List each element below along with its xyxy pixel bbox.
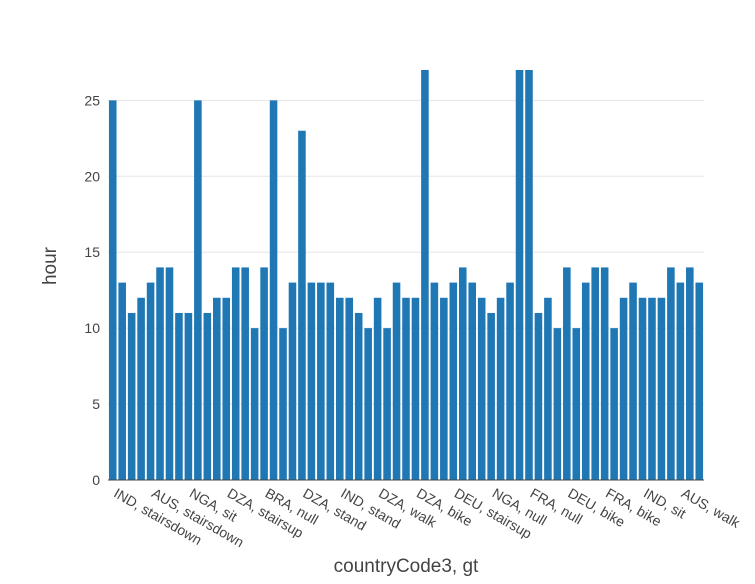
bar[interactable] — [194, 100, 202, 481]
bar[interactable] — [326, 282, 335, 480]
bar[interactable] — [307, 282, 316, 480]
bar[interactable] — [638, 297, 647, 480]
bar[interactable] — [222, 297, 231, 480]
bar[interactable] — [354, 312, 363, 480]
y-tick-label: 5 — [92, 396, 100, 412]
bar[interactable] — [458, 267, 467, 480]
bar[interactable] — [421, 70, 429, 480]
bar[interactable] — [468, 282, 477, 480]
x-axis-title: countryCode3, gt — [334, 556, 479, 577]
bar[interactable] — [477, 297, 486, 480]
bar[interactable] — [317, 282, 325, 480]
y-tick-label: 15 — [84, 244, 100, 260]
bar[interactable] — [667, 267, 675, 480]
y-axis-ticks: 0 5 10 15 20 25 — [84, 92, 100, 488]
y-tick-label: 10 — [84, 320, 100, 336]
bar[interactable] — [553, 328, 562, 480]
bar[interactable] — [449, 282, 458, 480]
bar[interactable] — [695, 282, 704, 480]
bars — [108, 70, 704, 481]
bar[interactable] — [335, 297, 344, 480]
x-tick-label: AUS, walk — [679, 485, 744, 532]
bar[interactable] — [279, 328, 287, 480]
bar[interactable] — [165, 267, 174, 480]
bar[interactable] — [298, 130, 306, 481]
bar[interactable] — [175, 312, 183, 480]
bar[interactable] — [487, 312, 495, 480]
bar[interactable] — [572, 328, 581, 480]
y-tick-label: 25 — [84, 92, 100, 108]
bar[interactable] — [581, 282, 590, 480]
bar[interactable] — [260, 267, 268, 480]
bar[interactable] — [525, 70, 533, 480]
bar[interactable] — [250, 328, 259, 480]
bar[interactable] — [506, 282, 514, 480]
bar[interactable] — [241, 267, 249, 480]
bar[interactable] — [563, 267, 571, 480]
bar[interactable] — [629, 282, 637, 480]
bar[interactable] — [496, 297, 505, 480]
y-tick-label: 0 — [92, 472, 100, 488]
bar[interactable] — [146, 282, 155, 480]
bar[interactable] — [118, 282, 126, 480]
y-axis-title: hour — [40, 246, 61, 285]
bar[interactable] — [544, 297, 552, 480]
bar[interactable] — [288, 282, 297, 480]
bar[interactable] — [648, 297, 656, 480]
bar[interactable] — [108, 100, 117, 481]
bar[interactable] — [345, 297, 354, 480]
bar[interactable] — [364, 328, 372, 480]
y-tick-label: 20 — [84, 168, 100, 184]
bar[interactable] — [610, 328, 618, 480]
bar[interactable] — [127, 312, 136, 480]
bar[interactable] — [156, 267, 164, 480]
bar[interactable] — [203, 312, 212, 480]
bar[interactable] — [440, 297, 448, 480]
bar[interactable] — [430, 282, 439, 480]
bar[interactable] — [373, 297, 382, 480]
bar[interactable] — [392, 282, 401, 480]
bar[interactable] — [402, 297, 410, 480]
bar[interactable] — [411, 297, 420, 480]
bar[interactable] — [213, 297, 221, 480]
bar[interactable] — [600, 267, 609, 480]
bar[interactable] — [676, 282, 685, 480]
bar[interactable] — [534, 312, 543, 480]
bar[interactable] — [515, 70, 524, 480]
bar[interactable] — [619, 297, 628, 480]
bar[interactable] — [137, 297, 145, 480]
bar[interactable] — [686, 267, 694, 480]
bar[interactable] — [184, 312, 193, 480]
bar[interactable] — [231, 267, 240, 480]
bar[interactable] — [269, 100, 278, 481]
bar[interactable] — [383, 328, 391, 480]
bar[interactable] — [657, 297, 666, 480]
bar[interactable] — [591, 267, 599, 480]
